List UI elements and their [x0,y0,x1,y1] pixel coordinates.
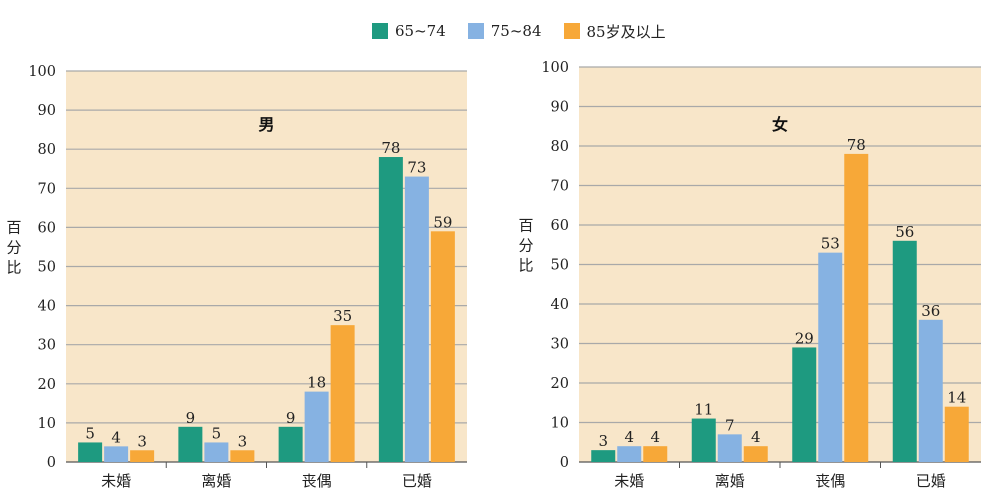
y-tick-label: 0 [47,455,56,471]
legend-swatch-85-plus [563,23,580,39]
panel-title-female: 女 [772,115,788,134]
bar-female-0-1 [617,446,642,462]
bar-male-3-2 [430,231,455,462]
bar-female-3-0 [892,240,917,462]
y-tick-label: 100 [541,60,569,76]
y-axis-label-char: 百 [6,219,21,237]
panel-title-male: 男 [258,115,274,134]
x-tick-label: 丧偶 [302,472,332,490]
data-label: 7 [725,416,735,434]
y-tick-label: 10 [551,416,569,432]
data-label: 4 [650,428,660,446]
data-label: 29 [795,329,814,347]
y-axis-label-char: 分 [6,239,21,257]
bar-male-1-2 [230,450,255,462]
data-label: 59 [433,213,452,231]
data-label: 78 [381,139,400,157]
data-label: 53 [821,235,840,253]
bar-male-2-0 [278,426,303,462]
bar-female-3-2 [944,406,969,462]
y-tick-label: 80 [38,142,56,158]
legend-label-85-plus: 85岁及以上 [586,22,666,41]
legend-item-85-plus: 85岁及以上 [563,21,666,42]
x-tick-label: 丧偶 [815,472,845,490]
bar-female-1-0 [691,418,716,462]
y-axis-label-char: 比 [518,257,533,275]
bar-female-0-2 [643,446,668,462]
x-tick-label: 未婚 [101,472,131,490]
bar-male-3-0 [378,157,403,462]
bar-female-0-0 [591,450,616,462]
legend-swatch-65-74 [372,23,388,39]
y-tick-label: 70 [551,179,569,195]
x-tick-label: 未婚 [614,472,644,490]
bar-female-3-1 [918,319,943,462]
y-tick-label: 80 [551,139,569,155]
y-tick-label: 50 [551,258,569,274]
data-label: 4 [111,428,121,446]
bar-male-1-1 [204,442,229,462]
legend-label-75-84: 75~84 [490,22,542,40]
data-label: 3 [137,432,147,450]
bar-male-0-0 [78,442,103,462]
data-label: 9 [286,409,296,427]
bar-female-1-1 [717,434,742,462]
y-axis-label-char: 分 [518,237,533,255]
data-label: 73 [407,159,426,177]
bar-female-2-0 [792,347,817,462]
y-tick-label: 60 [551,218,569,234]
y-axis-label-char: 百 [518,217,533,235]
x-tick-label: 已婚 [402,472,432,490]
y-tick-label: 30 [551,337,569,353]
x-tick-label: 已婚 [916,472,946,490]
y-axis-label-char: 比 [6,259,21,277]
data-label: 14 [947,389,966,407]
data-label: 35 [333,307,352,325]
data-label: 36 [921,302,940,320]
y-tick-label: 70 [38,181,56,197]
x-tick-label: 离婚 [715,472,745,490]
y-tick-label: 10 [38,416,56,432]
y-tick-label: 60 [38,220,56,236]
bar-male-3-1 [404,176,429,462]
y-tick-label: 50 [38,260,56,276]
legend-item-75-84: 75~84 [467,22,542,40]
data-label: 5 [212,424,222,442]
data-label: 5 [85,424,95,442]
bar-male-0-1 [104,446,129,462]
bar-male-2-1 [304,391,329,462]
data-label: 9 [186,409,196,427]
y-tick-label: 100 [28,64,56,80]
y-tick-label: 40 [38,299,56,315]
bar-female-1-2 [743,446,768,462]
data-label: 18 [307,374,326,392]
bar-male-1-0 [178,426,203,462]
data-label: 4 [751,428,761,446]
x-tick-label: 离婚 [201,472,231,490]
y-tick-label: 90 [551,100,569,116]
bar-female-2-2 [844,153,869,462]
data-label: 3 [598,432,608,450]
y-tick-label: 90 [38,103,56,119]
legend-item-65-74: 65~74 [372,22,446,40]
y-tick-label: 20 [38,377,56,393]
bar-male-2-2 [330,325,355,462]
data-label: 4 [624,428,634,446]
data-label: 11 [694,401,713,419]
bar-male-0-2 [130,450,155,462]
data-label: 3 [238,432,248,450]
y-tick-label: 0 [560,455,569,471]
chart-legend: 65~74 75~84 85岁及以上 [372,18,666,44]
legend-label-65-74: 65~74 [395,22,446,40]
y-tick-label: 30 [38,338,56,354]
y-tick-label: 20 [551,376,569,392]
data-label: 78 [847,136,866,154]
data-label: 56 [895,223,914,241]
y-tick-label: 40 [551,297,569,313]
legend-swatch-75-84 [467,23,484,39]
bar-female-2-1 [818,252,843,462]
